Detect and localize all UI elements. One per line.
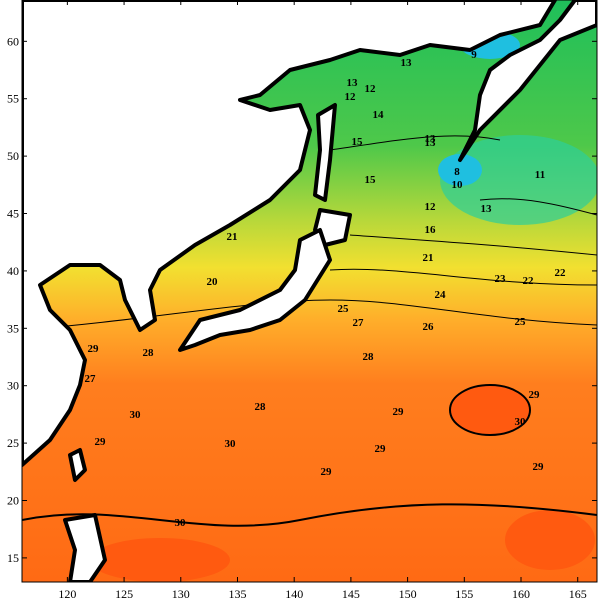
- frame: [21, 0, 598, 583]
- contour-label: 13: [425, 137, 437, 149]
- contour-label: 13: [401, 57, 413, 69]
- land: [22, 0, 597, 582]
- contour-label: 27: [85, 373, 97, 385]
- contour-label: 14: [373, 109, 385, 121]
- warm-patch: [449, 384, 531, 436]
- contour-label: 15: [365, 174, 377, 186]
- contour-label: 25: [515, 316, 527, 328]
- contour-label: 29: [88, 343, 100, 355]
- contour-labels: 13 12 12 14 9 13 15 13 15 810 11 13 12 13 16 21 21 20 22 23…: [85, 49, 567, 529]
- contour-label: 21: [227, 231, 238, 243]
- contour-label: 13: [481, 203, 493, 215]
- contour-label: 15: [352, 136, 364, 148]
- contour-label: 29: [375, 443, 387, 455]
- contour-label: 13: [347, 77, 359, 89]
- contour-label: 12: [425, 201, 437, 213]
- contour-line: [329, 268, 597, 286]
- contour-label: 30: [515, 416, 527, 428]
- x-tick-label: 155: [455, 587, 473, 601]
- contour-label: 10: [452, 179, 464, 191]
- contour-label: 8: [454, 166, 460, 178]
- contour-label: 21: [423, 252, 434, 264]
- contour-label: 25: [338, 303, 350, 315]
- cold-patch: [438, 154, 482, 186]
- x-tick-label: 140: [285, 587, 303, 601]
- contour-label: 28: [363, 351, 375, 363]
- contour-label: 26: [423, 321, 435, 333]
- x-tick-label: 145: [342, 587, 360, 601]
- contour-label: 22: [523, 275, 535, 287]
- contour-label: 28: [255, 401, 267, 413]
- contour-label: 9: [471, 49, 477, 61]
- contour-label: 12: [345, 91, 357, 103]
- x-tick-label: 150: [399, 587, 417, 601]
- y-tick-label: 20: [7, 493, 19, 507]
- contour-label: 29: [95, 436, 107, 448]
- contour-label: 20: [207, 276, 219, 288]
- y-tick-label: 15: [7, 551, 19, 565]
- contour-label: 22: [555, 267, 567, 279]
- mainland: [22, 0, 557, 467]
- y-tick-label: 40: [7, 264, 19, 278]
- contour-label: 29: [533, 461, 545, 473]
- x-tick-label: 120: [58, 587, 76, 601]
- contour-label: 23: [495, 273, 507, 285]
- warm-patch: [90, 538, 230, 582]
- contour-line: [329, 135, 501, 151]
- y-tick-label: 30: [7, 379, 19, 393]
- contour-line: [479, 198, 597, 216]
- x-tick-label: 130: [172, 587, 190, 601]
- contour-label: 12: [365, 83, 377, 95]
- contour-label: 30: [130, 409, 142, 421]
- contour-label: 13: [425, 133, 437, 145]
- contour-label: 29: [393, 406, 405, 418]
- honshu: [178, 228, 332, 352]
- x-tick-label: 165: [569, 587, 587, 601]
- contour-label: 29: [529, 389, 541, 401]
- contour-line: [22, 299, 597, 331]
- contour-line: [22, 503, 597, 527]
- sakhalin: [313, 103, 337, 202]
- x-tick-label: 135: [228, 587, 246, 601]
- warm-patch: [505, 510, 595, 570]
- x-tick-label: 125: [115, 587, 133, 601]
- x-tick-label: 160: [512, 587, 530, 601]
- taiwan: [68, 448, 87, 482]
- y-tick-label: 60: [7, 34, 19, 48]
- y-tick-label: 55: [7, 92, 19, 106]
- contour-label: 11: [535, 169, 545, 181]
- contour-label: 16: [425, 224, 437, 236]
- contour-label: 28: [143, 347, 155, 359]
- cold-patch: [440, 135, 597, 225]
- contour-line: [349, 234, 597, 256]
- contour-label: 30: [175, 517, 187, 529]
- kamchatka: [458, 0, 597, 162]
- y-tick-label: 25: [7, 436, 19, 450]
- axes: 120 125 130 135 140 145 150 155 160 165 15 20 25 30 35…: [7, 0, 597, 601]
- philippines: [63, 513, 107, 582]
- y-tick-label: 50: [7, 149, 19, 163]
- y-tick-label: 45: [7, 207, 19, 221]
- contour-label: 24: [435, 289, 447, 301]
- y-tick-label: 35: [7, 321, 19, 335]
- contour-label: 27: [353, 317, 365, 329]
- contour-label: 29: [321, 466, 333, 478]
- map-field: 13 12 12 14 9 13 15 13 15 810 11 13 12 13 16 21 21 20 22 23…: [22, 0, 597, 582]
- contour-label: 30: [225, 438, 237, 450]
